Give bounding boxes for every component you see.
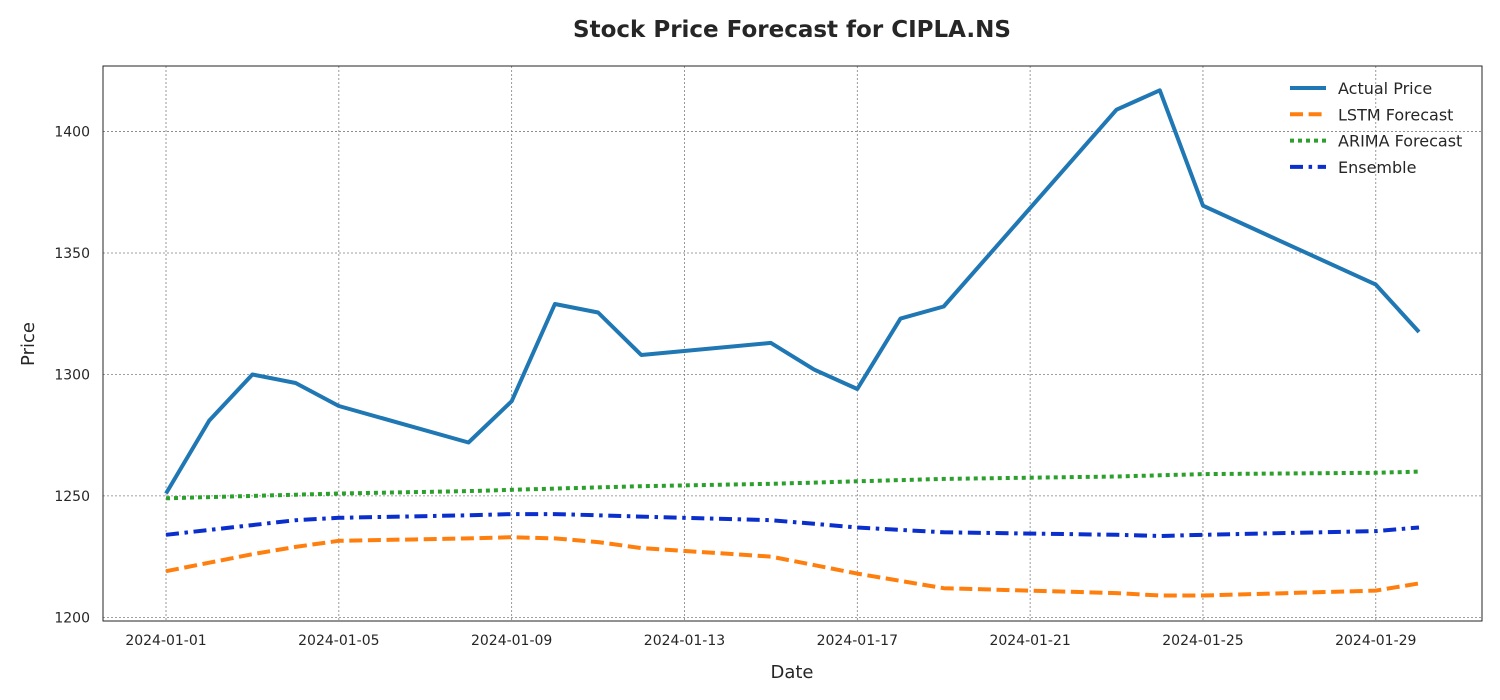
- x-tick-label: 2024-01-17: [817, 633, 898, 649]
- axis-ticks: 2024-01-01 2024-01-05 2024-01-09 2024-01-13…: [54, 125, 1416, 649]
- chart-title: Stock Price Forecast for CIPLA.NS: [573, 17, 1011, 43]
- series-lines: [164, 88, 1421, 598]
- series-line-arima-forecast: [165, 469, 1420, 501]
- legend: Actual Price LSTM Forecast ARIMA Forecast E…: [1290, 79, 1462, 177]
- x-tick-label: 2024-01-29: [1335, 633, 1416, 649]
- x-tick-label: 2024-01-25: [1162, 633, 1243, 649]
- series-line-actual-price: [164, 88, 1421, 495]
- legend-label-actual-price: Actual Price: [1338, 79, 1432, 98]
- x-tick-label: 2024-01-01: [125, 633, 206, 649]
- series-line-lstm-forecast: [165, 535, 1420, 598]
- x-tick-label: 2024-01-13: [644, 633, 725, 649]
- legend-label-ensemble: Ensemble: [1338, 158, 1416, 177]
- x-tick-label: 2024-01-21: [989, 633, 1070, 649]
- x-axis-label: Date: [770, 662, 813, 683]
- x-tick-label: 2024-01-09: [471, 633, 552, 649]
- legend-label-lstm-forecast: LSTM Forecast: [1338, 105, 1453, 124]
- y-axis-label: Price: [18, 322, 39, 366]
- legend-label-arima-forecast: ARIMA Forecast: [1338, 132, 1462, 151]
- y-tick-label: 1200: [54, 610, 90, 626]
- plot-frame: [102, 65, 1483, 622]
- y-tick-label: 1400: [54, 125, 90, 141]
- y-tick-label: 1300: [54, 367, 90, 383]
- y-tick-label: 1350: [54, 246, 90, 262]
- grid: [103, 66, 1482, 621]
- y-tick-label: 1250: [54, 489, 90, 505]
- x-tick-label: 2024-01-05: [298, 633, 379, 649]
